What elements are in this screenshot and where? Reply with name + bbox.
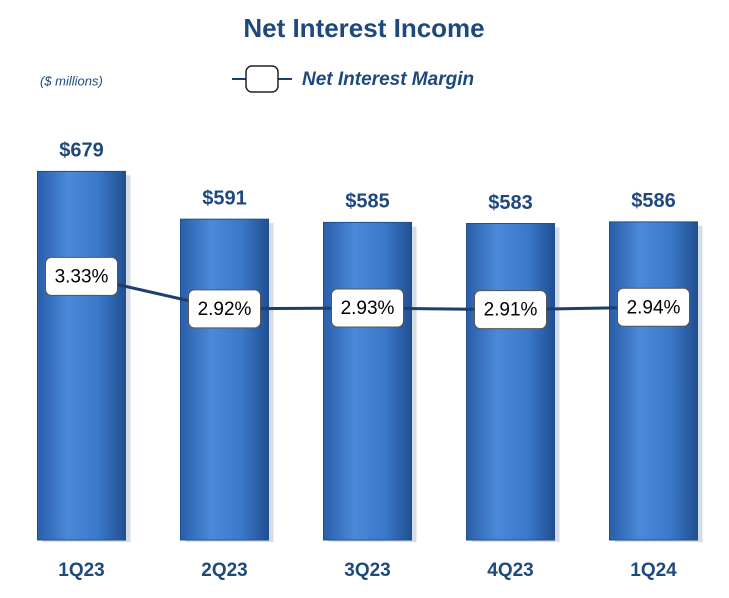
x-tick-label: 1Q24 bbox=[630, 560, 677, 581]
point-label: 2.92% bbox=[198, 299, 252, 320]
bar bbox=[466, 223, 555, 541]
legend-marker bbox=[245, 65, 279, 93]
legend: Net Interest Margin bbox=[232, 65, 474, 93]
bar-value-label: $679 bbox=[59, 140, 104, 162]
x-tick-label: 4Q23 bbox=[487, 560, 533, 581]
chart-title: Net Interest Income bbox=[243, 13, 484, 43]
point-label-box bbox=[617, 287, 690, 327]
point-label-box bbox=[331, 288, 404, 328]
chart-subtitle: ($ millions) bbox=[40, 73, 103, 88]
x-tick-label: 2Q23 bbox=[201, 560, 247, 581]
bar-value-label: $586 bbox=[631, 190, 676, 212]
bar bbox=[180, 218, 269, 541]
legend-label: Net Interest Margin bbox=[302, 69, 474, 90]
point-label: 3.33% bbox=[55, 266, 109, 287]
bar-value-label: $583 bbox=[488, 192, 533, 214]
bar bbox=[323, 221, 412, 541]
point-label: 2.91% bbox=[484, 300, 538, 321]
bar-value-label: $591 bbox=[202, 187, 247, 209]
x-tick-label: 1Q23 bbox=[58, 560, 104, 581]
point-label: 2.93% bbox=[341, 298, 395, 319]
bar bbox=[37, 170, 126, 541]
point-label-box bbox=[45, 256, 118, 296]
bar-value-label: $585 bbox=[345, 191, 390, 213]
point-label-box bbox=[188, 289, 261, 329]
point-label-box bbox=[474, 290, 547, 330]
x-tick-label: 3Q23 bbox=[344, 560, 390, 581]
bar bbox=[609, 221, 698, 541]
point-label: 2.94% bbox=[627, 297, 681, 318]
